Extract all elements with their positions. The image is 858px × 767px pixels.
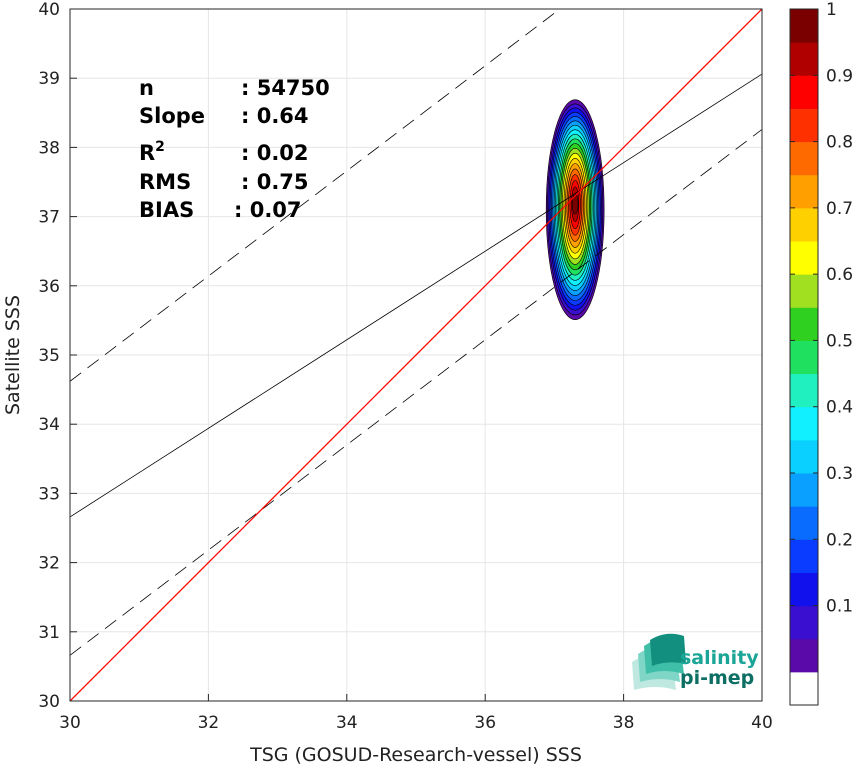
x-tick-label: 30 <box>59 713 81 733</box>
y-tick-label: 30 <box>38 692 60 712</box>
stat-slope-value: : 0.64 <box>241 104 309 128</box>
colorbar-tick-label: 0.7 <box>826 199 853 219</box>
logo-line1: salinity <box>680 647 759 669</box>
colorbar-segment <box>790 207 818 242</box>
colorbar-segment <box>790 75 818 109</box>
y-tick-label: 33 <box>38 484 60 504</box>
colorbar-tick-label: 0.2 <box>826 530 853 550</box>
colorbar-segment <box>790 506 818 540</box>
stat-rms-label: RMS <box>139 170 191 194</box>
stat-r2-value: : 0.02 <box>241 141 309 165</box>
stat-bias-label: BIAS <box>139 198 194 222</box>
y-tick-label: 38 <box>38 138 60 158</box>
x-axis-ticks: 30 32 34 36 38 40 <box>59 694 773 733</box>
y-tick-label: 34 <box>38 415 60 435</box>
colorbar-segment <box>790 174 818 209</box>
y-tick-label: 37 <box>38 208 60 228</box>
colorbar-tick-label: 0.8 <box>826 133 853 153</box>
colorbar-segment <box>790 406 818 441</box>
logo-line2: pi-mep <box>680 667 754 689</box>
colorbar-segment <box>790 141 818 176</box>
upper-dashed-line <box>70 9 561 382</box>
salinity-pimep-logo: salinity pi-mep <box>632 633 759 690</box>
colorbar-segment <box>790 605 818 640</box>
stats-box: n : 54750 Slope : 0.64 R2 : 0.02 RMS : 0… <box>139 76 330 222</box>
colorbar-segment <box>790 42 818 76</box>
stat-slope-label: Slope <box>139 104 205 128</box>
grid <box>69 8 763 702</box>
colorbar-tick-label: 1 <box>826 0 837 20</box>
colorbar-tick-label: 0.4 <box>826 398 853 418</box>
colorbar-segment <box>790 274 818 308</box>
y-axis-ticks: 30 31 32 33 34 35 36 37 38 39 40 <box>38 0 77 712</box>
density-contours <box>545 99 605 320</box>
colorbar-segment <box>790 671 818 706</box>
lower-dashed-line <box>70 129 762 656</box>
x-tick-label: 36 <box>474 713 496 733</box>
colorbar-frame <box>789 8 819 706</box>
stat-bias-value: : 0.07 <box>234 198 302 222</box>
y-tick-label: 35 <box>38 346 60 366</box>
colorbar-segment <box>790 572 818 607</box>
colorbar-tick-label: 0.9 <box>826 66 853 86</box>
y-tick-label: 39 <box>38 69 60 89</box>
colorbar-segment <box>790 473 818 507</box>
x-tick-label: 40 <box>751 713 773 733</box>
colorbar-ticks: 0.1 0.2 0.3 0.4 0.5 0.6 0.7 0.8 0.9 1 <box>790 0 853 617</box>
colorbar-segment <box>790 539 818 573</box>
y-axis-label: Satellite SSS <box>2 295 24 415</box>
x-axis-label: TSG (GOSUD-Research-vessel) SSS <box>249 744 582 766</box>
colorbar-tick-label: 0.5 <box>826 331 853 351</box>
colorbar-tick-label: 0.3 <box>826 464 853 484</box>
x-tick-label: 34 <box>336 713 358 733</box>
colorbar-segment <box>790 307 818 341</box>
colorbar-segment <box>790 439 818 474</box>
y-tick-label: 40 <box>38 0 60 20</box>
reference-lines <box>70 9 762 701</box>
colorbar-tick-label: 0.6 <box>826 265 853 285</box>
x-tick-label: 38 <box>613 713 635 733</box>
colorbar-segment <box>790 9 818 43</box>
regression-line <box>70 73 762 518</box>
logo-waves-icon <box>632 633 686 690</box>
colorbar-segment <box>790 340 818 375</box>
stat-n-label: n <box>139 76 154 100</box>
y-tick-label: 31 <box>38 623 60 643</box>
colorbar-segment <box>790 108 818 143</box>
y-tick-label: 36 <box>38 277 60 297</box>
colorbar-tick-label: 0.1 <box>826 597 853 617</box>
stat-rms-value: : 0.75 <box>241 170 309 194</box>
density-contour <box>571 193 579 215</box>
colorbar-segment <box>790 373 818 408</box>
x-tick-label: 32 <box>198 713 220 733</box>
y-tick-label: 32 <box>38 554 60 574</box>
colorbar-segment <box>790 241 818 275</box>
stat-n-value: : 54750 <box>241 76 330 100</box>
identity-line <box>70 9 762 701</box>
colorbar-segment <box>790 638 818 673</box>
colorbar <box>790 9 818 706</box>
